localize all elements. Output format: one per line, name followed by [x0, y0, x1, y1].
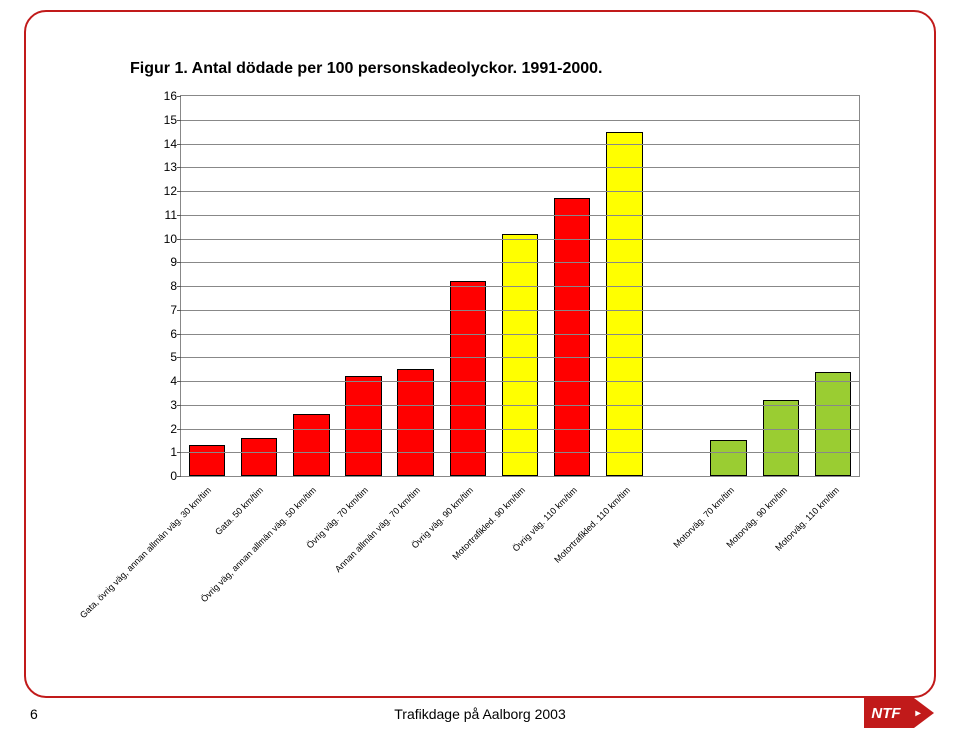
chart-y-tick-mark — [177, 334, 181, 335]
chart-y-tick-mark — [177, 357, 181, 358]
chart-y-tick: 1 — [151, 445, 177, 459]
chart-y-tick-mark — [177, 310, 181, 311]
chart-y-tick: 3 — [151, 398, 177, 412]
chart-y-tick: 0 — [151, 469, 177, 483]
chart-gridline — [181, 357, 859, 358]
chart-gridline — [181, 191, 859, 192]
svg-text:▸: ▸ — [914, 708, 921, 719]
chart-y-tick-mark — [177, 120, 181, 121]
chart-y-tick: 4 — [151, 374, 177, 388]
ntf-logo: NTF ▸ — [864, 698, 934, 728]
chart-bar — [606, 132, 643, 476]
chart-bar — [189, 445, 226, 476]
chart-y-tick-mark — [177, 286, 181, 287]
chart-x-label: Annan allmän väg. 70 km/tim — [333, 485, 422, 574]
chart-gridline — [181, 262, 859, 263]
chart-y-tick: 9 — [151, 255, 177, 269]
chart-y-tick: 5 — [151, 350, 177, 364]
chart-gridline — [181, 310, 859, 311]
chart-y-tick: 16 — [151, 89, 177, 103]
chart-y-tick-mark — [177, 167, 181, 168]
chart-title: Figur 1. Antal dödade per 100 personskad… — [130, 60, 603, 78]
chart-bar — [345, 376, 382, 476]
chart-y-tick: 8 — [151, 279, 177, 293]
chart-gridline — [181, 381, 859, 382]
chart-gridline — [181, 239, 859, 240]
chart-gridline — [181, 429, 859, 430]
chart-y-tick-mark — [177, 96, 181, 97]
chart-gridline — [181, 452, 859, 453]
chart-bar — [397, 369, 434, 476]
chart-x-axis-labels: Gata, övrig väg, annan allmän väg. 30 km… — [180, 477, 860, 617]
chart-y-tick: 13 — [151, 160, 177, 174]
chart-y-tick: 14 — [151, 137, 177, 151]
chart-y-tick-mark — [177, 262, 181, 263]
page-number: 6 — [30, 706, 38, 722]
bar-chart: 012345678910111213141516 Gata, övrig väg… — [180, 95, 860, 615]
chart-gridline — [181, 334, 859, 335]
footer-caption: Trafikdage på Aalborg 2003 — [394, 706, 566, 722]
svg-text:NTF: NTF — [871, 705, 901, 722]
chart-y-tick-mark — [177, 191, 181, 192]
chart-y-tick: 6 — [151, 327, 177, 341]
chart-y-tick-mark — [177, 144, 181, 145]
chart-y-tick-mark — [177, 452, 181, 453]
chart-bar — [293, 414, 330, 476]
chart-y-tick: 15 — [151, 113, 177, 127]
chart-y-tick: 10 — [151, 232, 177, 246]
chart-gridline — [181, 120, 859, 121]
chart-y-tick-mark — [177, 429, 181, 430]
chart-bar — [815, 372, 852, 477]
chart-x-label: Övrig väg, annan allmän väg. 50 km/tim — [199, 485, 318, 604]
chart-gridline — [181, 167, 859, 168]
chart-bar — [554, 198, 591, 476]
chart-gridline — [181, 215, 859, 216]
chart-bar — [763, 400, 800, 476]
chart-y-tick: 2 — [151, 422, 177, 436]
chart-gridline — [181, 405, 859, 406]
chart-y-tick-mark — [177, 405, 181, 406]
chart-y-tick-mark — [177, 381, 181, 382]
chart-y-tick: 12 — [151, 184, 177, 198]
chart-y-tick: 7 — [151, 303, 177, 317]
chart-bar — [502, 234, 539, 476]
chart-y-tick-mark — [177, 215, 181, 216]
chart-gridline — [181, 144, 859, 145]
chart-plot-area: 012345678910111213141516 — [180, 95, 860, 477]
chart-y-tick-mark — [177, 239, 181, 240]
chart-gridline — [181, 286, 859, 287]
chart-x-label: Gata. 50 km/tim — [214, 485, 266, 537]
chart-bar — [241, 438, 278, 476]
chart-y-tick: 11 — [151, 208, 177, 222]
chart-bar — [710, 440, 747, 476]
